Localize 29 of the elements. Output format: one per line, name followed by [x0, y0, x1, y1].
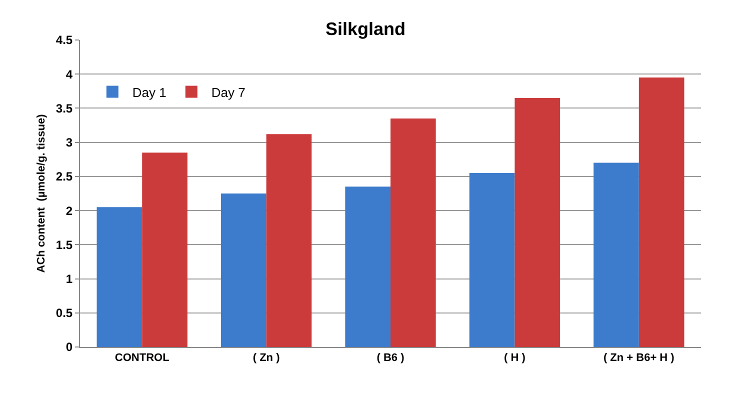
bar — [142, 152, 188, 347]
x-tick-label: ( H ) — [504, 352, 526, 364]
y-axis-title: ACh content (µmole/g. tissue) — [36, 114, 48, 273]
y-tick-label: 0.5 — [56, 306, 73, 320]
x-tick-label: CONTROL — [114, 352, 170, 364]
y-tick-label: 0 — [66, 340, 73, 354]
y-tick-label: 1 — [66, 272, 73, 286]
bar — [390, 118, 436, 347]
bar — [514, 98, 560, 347]
y-tick-label: 4.5 — [56, 33, 73, 48]
legend-label: Day 7 — [211, 84, 246, 100]
bar — [345, 186, 390, 347]
x-tick-label: ( Zn + B6+ H ) — [603, 352, 675, 364]
bar — [266, 134, 312, 347]
y-tick-label: 3 — [66, 136, 73, 150]
chart-title: Silkgland — [325, 18, 406, 39]
x-tick-label: ( B6 ) — [376, 352, 405, 364]
legend-label: Day 1 — [132, 84, 166, 100]
bar — [594, 162, 639, 347]
x-tick-label: ( Zn ) — [252, 352, 280, 364]
y-tick-label: 1.5 — [56, 238, 73, 252]
y-tick-label: 3.5 — [56, 101, 73, 116]
bar — [638, 78, 684, 347]
bar — [96, 207, 142, 347]
y-tick-label: 2.5 — [56, 170, 73, 184]
y-tick-label: 2 — [66, 204, 73, 218]
y-tick-label: 4 — [66, 67, 73, 82]
bar — [469, 173, 515, 347]
bar — [220, 194, 266, 347]
